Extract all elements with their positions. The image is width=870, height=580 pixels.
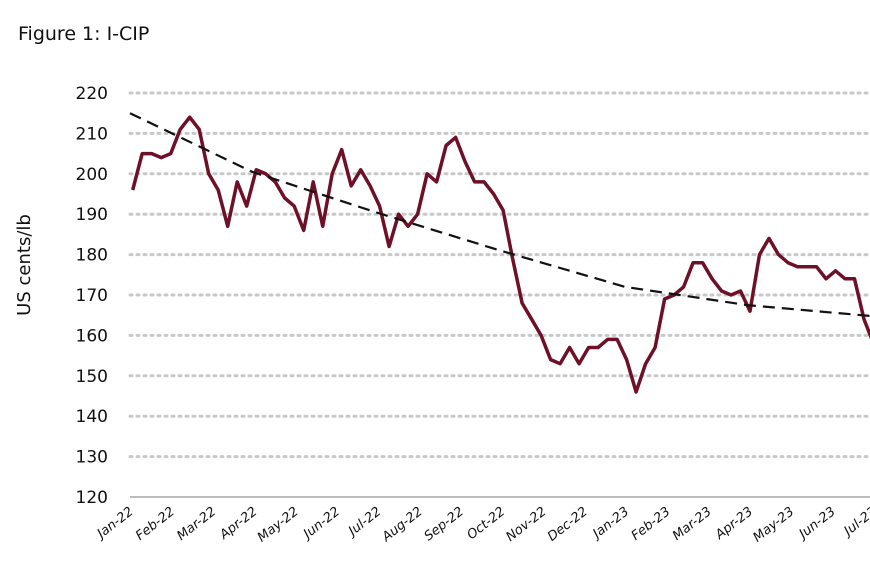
y-tick-label: 180	[76, 246, 108, 266]
y-tick-label: 220	[76, 84, 108, 104]
x-tick-label: May-22	[255, 504, 302, 545]
x-tick-label: Apr-22	[216, 504, 260, 543]
y-tick-label: 210	[76, 124, 108, 144]
x-tick-label: Sep-22	[422, 504, 467, 544]
gridlines	[128, 91, 870, 498]
x-tick-label: Jun-23	[794, 504, 838, 543]
x-tick-label: Jan-22	[92, 504, 136, 543]
y-tick-label: 200	[76, 165, 108, 185]
x-tick-label: Apr-23	[712, 504, 756, 543]
chart-title: Figure 1: I-CIP	[18, 23, 149, 45]
x-tick-label: Dec-22	[545, 504, 591, 544]
x-tick-label: Jul-22	[344, 504, 385, 540]
series-lines	[129, 112, 870, 394]
x-tick-label: Jan-23	[588, 504, 632, 543]
y-tick-labels: 120 130 140 150 160 170 180 190 200 210 220	[76, 84, 108, 508]
x-tick-label: Mar-23	[670, 504, 715, 544]
price-line	[131, 115, 870, 394]
x-tick-label: Mar-22	[174, 504, 219, 544]
y-tick-label: 150	[76, 367, 108, 387]
y-tick-label: 120	[76, 488, 108, 508]
x-tick-label: May-23	[750, 504, 797, 545]
x-tick-label: Feb-23	[629, 504, 674, 544]
y-tick-label: 190	[76, 205, 108, 225]
trend-line	[129, 112, 870, 318]
y-tick-label: 130	[76, 448, 108, 468]
y-tick-label: 160	[76, 326, 108, 346]
x-tick-label: Oct-22	[464, 504, 508, 543]
y-tick-label: 170	[76, 286, 108, 306]
x-tick-label: Nov-22	[503, 504, 549, 545]
x-tick-label: Jun-22	[299, 504, 343, 543]
x-tick-label: Jul-23	[839, 504, 870, 540]
x-tick-label: Feb-22	[133, 504, 178, 544]
x-tick-label: Aug-22	[379, 504, 426, 545]
y-tick-label: 140	[76, 407, 108, 427]
y-axis-label: US cents/lb	[14, 214, 35, 316]
